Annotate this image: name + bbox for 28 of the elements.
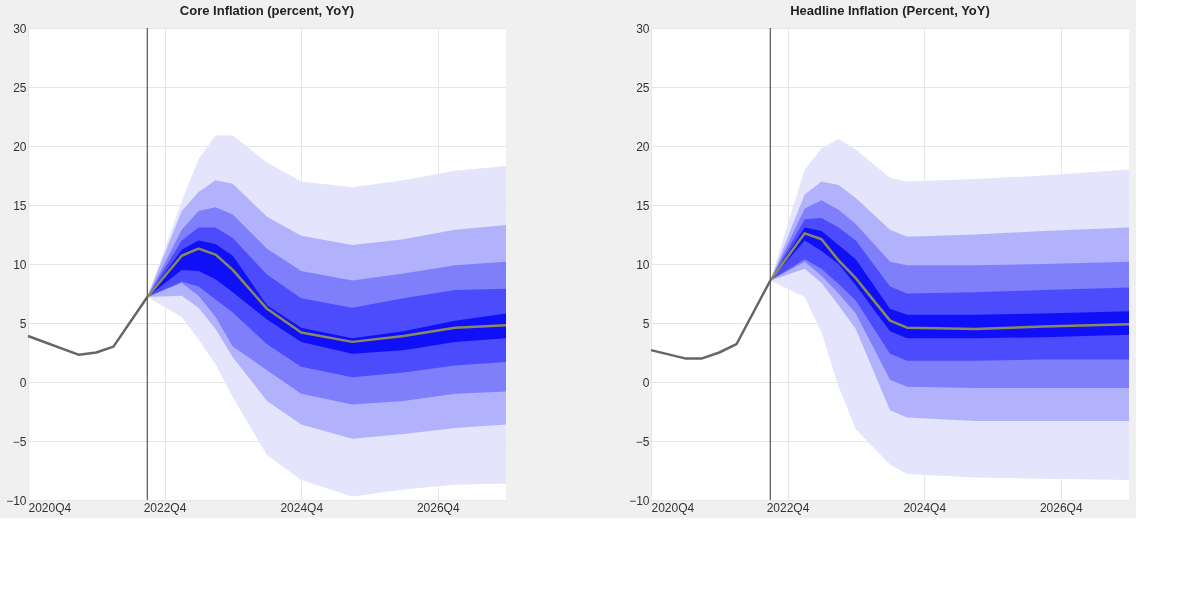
y-tick-label: 0 bbox=[642, 375, 650, 390]
y-tick-label: 30 bbox=[13, 21, 27, 36]
x-tick-label: 2026Q4 bbox=[1039, 500, 1083, 515]
x-tick-label: 2020Q4 bbox=[28, 500, 72, 515]
y-tick-label: 30 bbox=[636, 21, 650, 36]
x-tick-label: 2022Q4 bbox=[143, 500, 187, 515]
y-tick-label: 25 bbox=[13, 80, 27, 95]
y-tick-label: −10 bbox=[6, 493, 27, 508]
x-tick-label: 2020Q4 bbox=[651, 500, 695, 515]
chart-title: Core Inflation (percent, YoY) bbox=[179, 3, 355, 18]
y-tick-label: 25 bbox=[636, 80, 650, 95]
y-tick-label: 5 bbox=[642, 316, 650, 331]
y-tick-label: −5 bbox=[12, 434, 27, 449]
x-tick-label: 2024Q4 bbox=[903, 500, 947, 515]
y-tick-label: 10 bbox=[13, 257, 27, 272]
x-tick-label: 2024Q4 bbox=[280, 500, 324, 515]
y-tick-label: 20 bbox=[636, 139, 650, 154]
y-tick-label: −10 bbox=[629, 493, 650, 508]
x-tick-label: 2026Q4 bbox=[416, 500, 460, 515]
y-tick-label: −5 bbox=[635, 434, 650, 449]
x-tick-label: 2022Q4 bbox=[766, 500, 810, 515]
y-tick-label: 0 bbox=[19, 375, 27, 390]
chart-title: Headline Inflation (Percent, YoY) bbox=[790, 3, 990, 18]
y-tick-label: 5 bbox=[19, 316, 27, 331]
y-tick-label: 15 bbox=[636, 198, 650, 213]
y-tick-label: 15 bbox=[13, 198, 27, 213]
y-tick-label: 20 bbox=[13, 139, 27, 154]
y-tick-label: 10 bbox=[636, 257, 650, 272]
